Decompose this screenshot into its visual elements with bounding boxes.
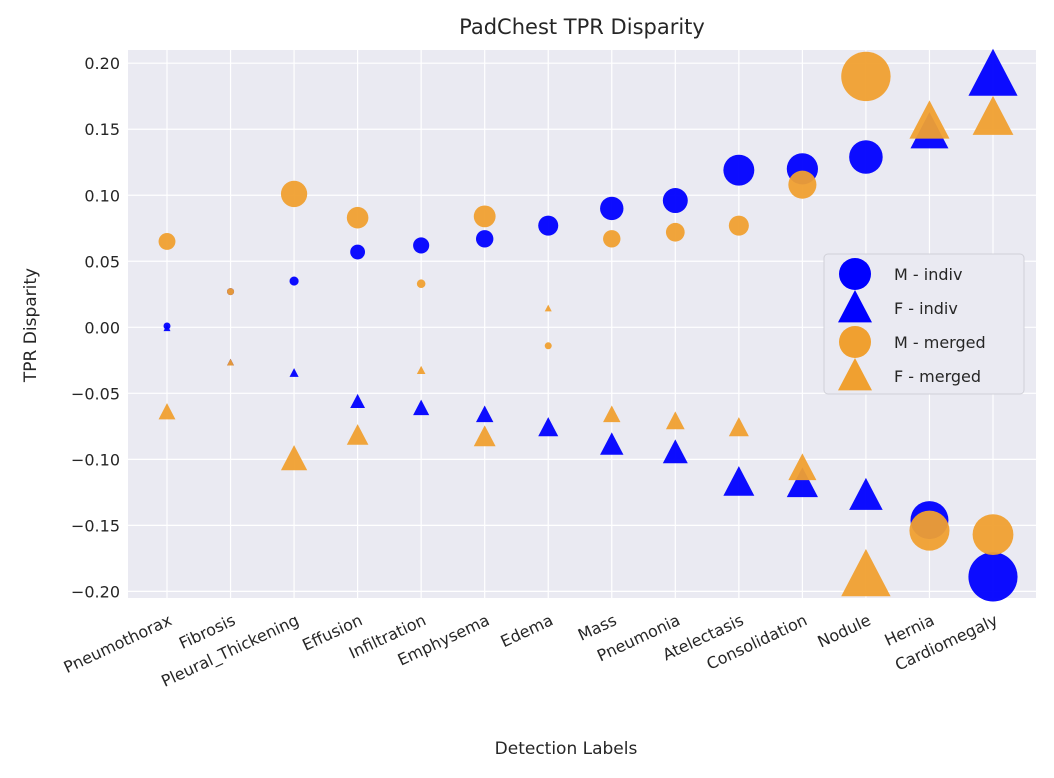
point-m-indiv bbox=[289, 276, 299, 286]
triangle-f-merged bbox=[473, 425, 496, 447]
x-tick-label: Nodule bbox=[815, 610, 874, 651]
triangle-f-indiv bbox=[350, 393, 366, 408]
y-tick-label: 0.20 bbox=[84, 54, 120, 73]
y-tick-label: −0.15 bbox=[71, 516, 120, 535]
triangle-f-merged bbox=[728, 417, 749, 437]
triangle-f-indiv bbox=[786, 467, 818, 498]
point-m-merged bbox=[280, 180, 308, 208]
chart-title: PadChest TPR Disparity bbox=[459, 15, 705, 39]
point-m-merged bbox=[603, 230, 621, 248]
y-tick-label: 0.10 bbox=[84, 186, 120, 205]
triangle-f-merged bbox=[544, 304, 552, 312]
triangle-f-merged bbox=[346, 424, 369, 445]
point-m-indiv bbox=[600, 196, 624, 221]
triangle-f-indiv bbox=[289, 368, 299, 377]
triangle-f-indiv bbox=[849, 477, 883, 510]
triangle-f-merged bbox=[416, 365, 426, 375]
triangle-f-indiv bbox=[723, 466, 755, 496]
point-m-merged bbox=[416, 279, 426, 289]
triangle-f-indiv bbox=[163, 324, 171, 332]
point-m-merged bbox=[972, 514, 1014, 556]
triangle-f-indiv bbox=[538, 417, 559, 437]
data-marks bbox=[158, 48, 1018, 602]
triangle-f-merged bbox=[227, 358, 235, 366]
point-m-indiv bbox=[538, 215, 559, 236]
y-tick-label: −0.10 bbox=[71, 450, 120, 469]
legend-frame bbox=[823, 253, 1025, 395]
triangle-f-merged bbox=[665, 411, 685, 430]
point-m-indiv bbox=[413, 237, 430, 254]
triangle-f-indiv bbox=[968, 48, 1018, 96]
triangle-f-merged bbox=[841, 549, 891, 597]
triangle-f-merged bbox=[788, 453, 817, 481]
legend-marker bbox=[839, 326, 871, 358]
point-m-merged bbox=[158, 233, 176, 250]
legend-entry-label: F - indiv bbox=[894, 299, 958, 318]
triangle-f-indiv bbox=[475, 405, 494, 423]
triangle-f-merged bbox=[280, 445, 308, 471]
legend-marker bbox=[838, 357, 872, 391]
point-m-merged bbox=[909, 510, 950, 551]
y-axis-ticks: 0.20 0.15 0.10 0.05 0.00 −0.05 −0.10 −0.15 −0.20 bbox=[71, 54, 120, 601]
triangle-f-merged bbox=[909, 100, 950, 139]
point-m-indiv bbox=[475, 230, 494, 248]
triangle-f-merged bbox=[972, 95, 1014, 135]
triangle-f-indiv bbox=[662, 439, 688, 464]
point-m-indiv bbox=[662, 188, 688, 214]
point-m-merged bbox=[665, 222, 685, 242]
y-tick-label: −0.20 bbox=[71, 582, 120, 601]
point-m-merged bbox=[841, 51, 891, 102]
legend-marker bbox=[838, 289, 872, 323]
triangle-f-indiv bbox=[413, 399, 430, 416]
y-tick-label: 0.05 bbox=[84, 252, 120, 271]
point-m-indiv bbox=[350, 244, 366, 260]
point-m-indiv bbox=[723, 154, 755, 186]
x-tick-label: Pneumothorax bbox=[61, 610, 175, 677]
point-m-merged bbox=[227, 288, 235, 296]
triangle-f-indiv bbox=[600, 432, 624, 455]
point-m-indiv bbox=[968, 552, 1018, 602]
y-tick-label: −0.05 bbox=[71, 384, 120, 403]
legend-entry-label: F - merged bbox=[894, 367, 981, 386]
x-tick-label: Edema bbox=[498, 610, 556, 651]
point-m-merged bbox=[728, 215, 749, 236]
triangle-f-merged bbox=[158, 403, 176, 420]
triangle-f-merged bbox=[603, 405, 621, 423]
point-m-merged bbox=[544, 342, 552, 350]
y-tick-label: 0.15 bbox=[84, 120, 120, 139]
x-axis-label: Detection Labels bbox=[495, 739, 638, 759]
point-m-merged bbox=[473, 205, 496, 228]
legend-entry-label: M - merged bbox=[894, 333, 986, 352]
point-m-indiv bbox=[849, 140, 883, 174]
legend: M - indiv F - indiv M - merged F - merged bbox=[823, 253, 1025, 395]
y-tick-label: 0.00 bbox=[84, 318, 120, 337]
point-m-merged bbox=[788, 170, 817, 199]
point-m-merged bbox=[346, 206, 369, 229]
legend-entry-label: M - indiv bbox=[894, 265, 962, 284]
x-axis-ticks: Pneumothorax FibrosisPleural_ThickeningEf… bbox=[61, 610, 1001, 691]
legend-marker bbox=[839, 258, 871, 290]
y-axis-label: TPR Disparity bbox=[21, 268, 41, 383]
